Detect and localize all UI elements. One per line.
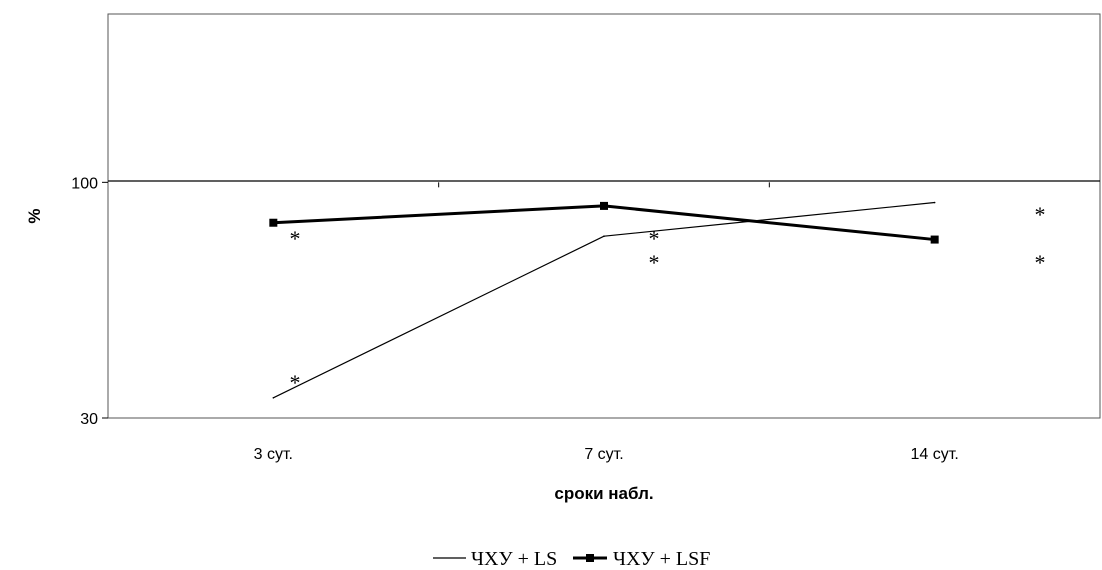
legend-label-ls: ЧХУ + LS	[471, 548, 557, 570]
series-layer	[269, 201, 939, 399]
star-ls-14: *	[1035, 202, 1046, 227]
x-axis-label: сроки набл.	[554, 484, 653, 503]
legend: ЧХУ + LS ЧХУ + LSF	[433, 548, 710, 570]
x-tick-label: 14 сут.	[911, 446, 959, 463]
data-point-lsf	[269, 218, 278, 227]
star-ls-7a: *	[649, 226, 660, 251]
star-ls-3: *	[290, 370, 301, 395]
data-point-ls	[272, 397, 275, 399]
y-axis-ticks: 30 100	[71, 175, 108, 428]
y-axis-label: %	[25, 208, 44, 223]
legend-label-lsf: ЧХУ + LSF	[613, 548, 710, 570]
x-axis-ticks: 3 сут. 7 сут. 14 сут.	[254, 182, 959, 463]
x-tick-label: 7 сут.	[584, 446, 623, 463]
data-point-ls	[933, 201, 936, 204]
x-tick-label: 3 сут.	[254, 446, 293, 463]
data-point-ls	[603, 235, 605, 237]
y-tick-label: 30	[80, 411, 98, 428]
data-point-lsf	[600, 201, 608, 210]
star-lsf-3: *	[290, 226, 301, 251]
legend-marker-lsf	[586, 554, 594, 562]
star-lsf-14: *	[1035, 250, 1046, 275]
significance-markers: * * * * * *	[290, 202, 1046, 395]
plot-area	[107, 13, 1101, 419]
data-point-lsf	[930, 235, 939, 244]
star-ls-7b: *	[649, 250, 660, 275]
y-tick-label: 100	[71, 175, 98, 192]
